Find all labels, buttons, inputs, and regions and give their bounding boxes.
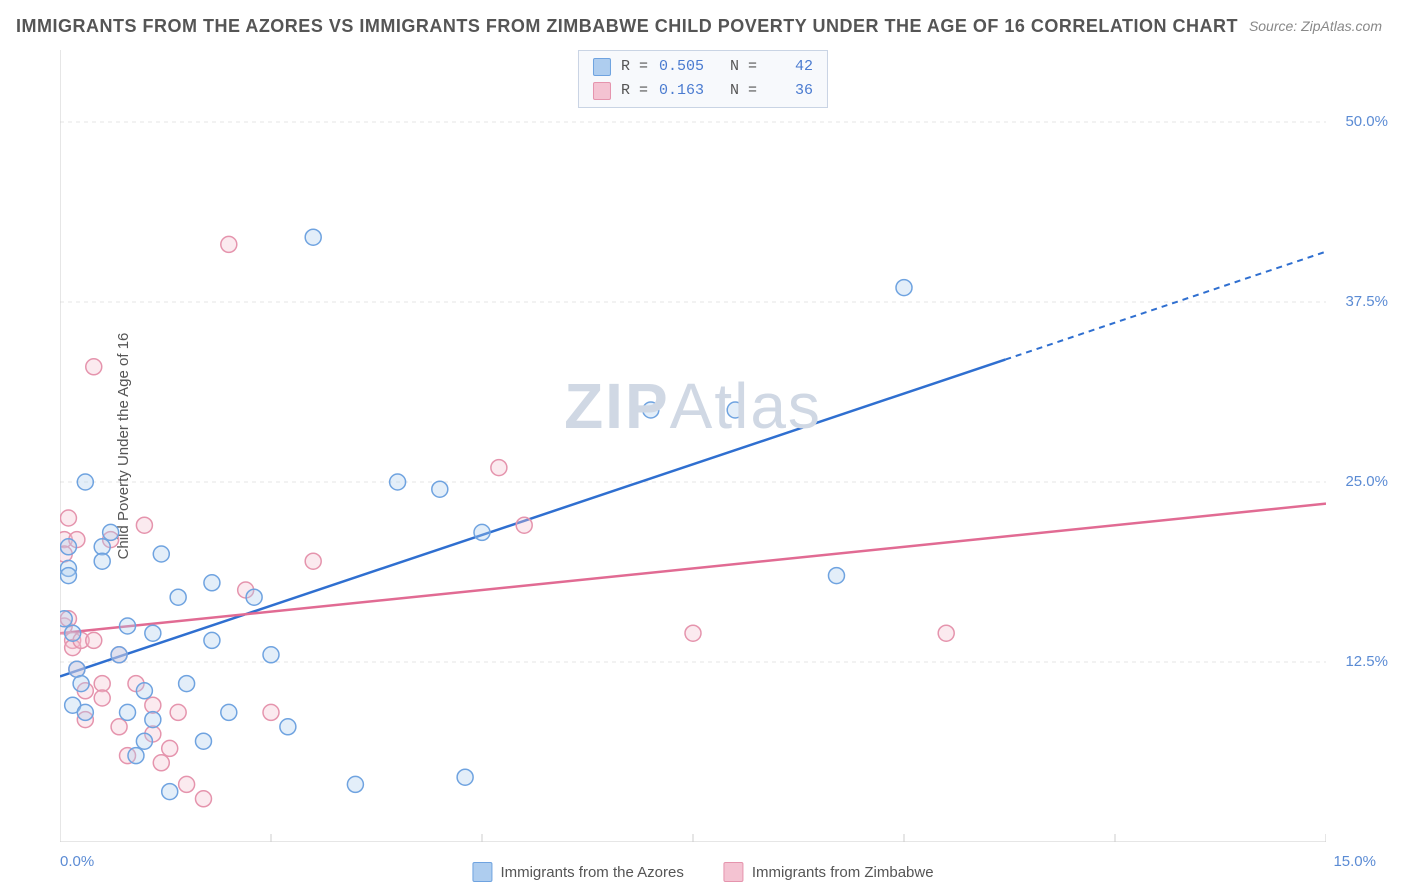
correlation-legend: R = 0.505 N = 42 R = 0.163 N = 36: [578, 50, 828, 108]
legend-item-azores: Immigrants from the Azores: [472, 862, 683, 882]
y-tick-label: 12.5%: [1345, 653, 1388, 670]
y-tick-label: 50.0%: [1345, 113, 1388, 130]
chart-area: ZIPAtlas: [60, 50, 1326, 842]
swatch-azores: [593, 58, 611, 76]
n-label: N =: [730, 79, 757, 103]
swatch-zimbabwe: [593, 82, 611, 100]
legend-row-zimbabwe: R = 0.163 N = 36: [593, 79, 813, 103]
y-tick-label: 25.0%: [1345, 473, 1388, 490]
swatch-zimbabwe: [724, 862, 744, 882]
source-label: Source: ZipAtlas.com: [1249, 18, 1382, 34]
r-label: R =: [621, 55, 648, 79]
series-legend: Immigrants from the Azores Immigrants fr…: [472, 862, 933, 882]
chart-title: IMMIGRANTS FROM THE AZORES VS IMMIGRANTS…: [16, 16, 1238, 37]
n-label: N =: [730, 55, 757, 79]
n-value-azores: 42: [763, 55, 813, 79]
n-value-zimbabwe: 36: [763, 79, 813, 103]
series-name-zimbabwe: Immigrants from Zimbabwe: [752, 864, 934, 881]
series-name-azores: Immigrants from the Azores: [500, 864, 683, 881]
r-value-azores: 0.505: [654, 55, 704, 79]
y-tick-label: 37.5%: [1345, 293, 1388, 310]
x-tick-start: 0.0%: [60, 853, 94, 870]
r-value-zimbabwe: 0.163: [654, 79, 704, 103]
scatter-plot: [60, 50, 1326, 842]
swatch-azores: [472, 862, 492, 882]
legend-row-azores: R = 0.505 N = 42: [593, 55, 813, 79]
r-label: R =: [621, 79, 648, 103]
legend-item-zimbabwe: Immigrants from Zimbabwe: [724, 862, 934, 882]
x-tick-end: 15.0%: [1333, 853, 1376, 870]
